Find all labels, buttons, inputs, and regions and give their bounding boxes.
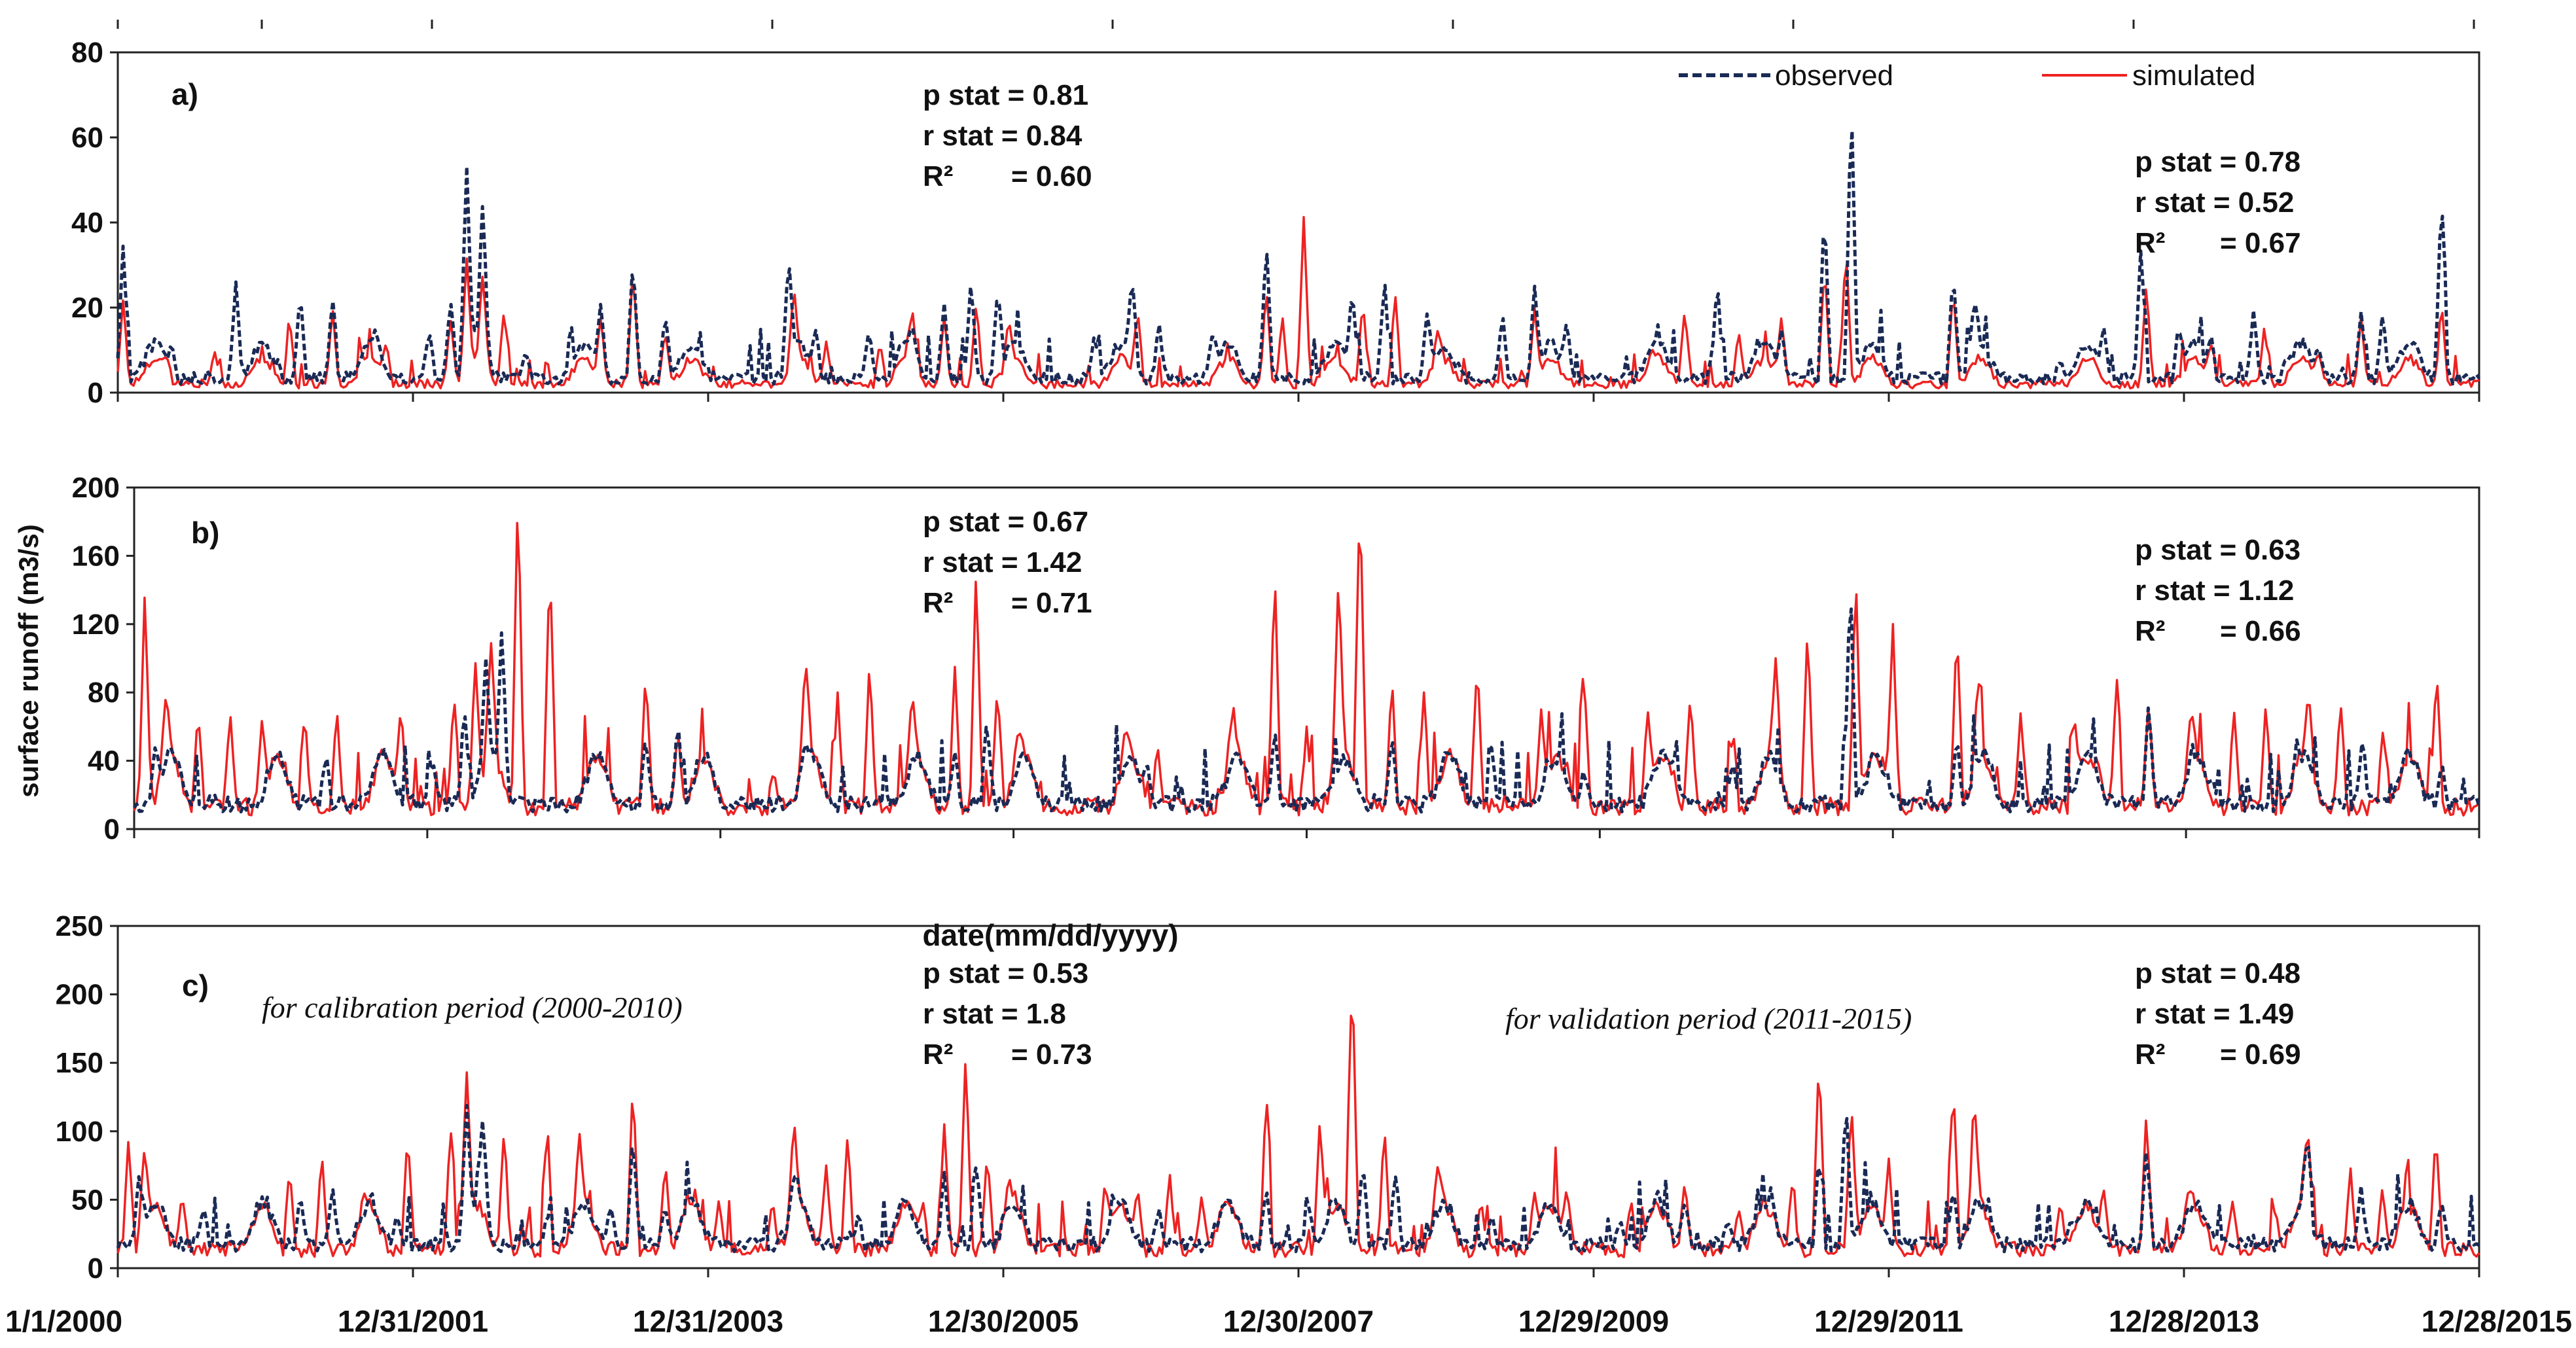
panel-b-label: b) [191,516,219,550]
x-date-label: 12/28/2015 [2422,1304,2572,1338]
x-date-label: 12/30/2007 [1223,1304,1374,1338]
y-tick-label: 150 [56,1047,103,1079]
panel-b-x-ticks [133,829,2480,838]
series-line-simulated [133,522,2480,817]
panel-b-calib-p-stat: p stat = 0.67 [923,506,1088,538]
y-tick-label: 40 [71,207,103,239]
y-tick-label: 80 [88,677,120,709]
top-tick-marks [116,20,2475,29]
y-tick-label: 120 [72,609,120,641]
legend: observed simulated [1679,60,2255,92]
panel-c-x-ticks [116,1268,2480,1277]
y-tick-label: 60 [71,122,103,154]
panel-a-calib-p-stat: p stat = 0.81 [923,79,1088,111]
panel-c: 0 50 100 150 200 250 c) date(mm/dd/yyyy) for … [56,910,2480,1285]
y-axis-title: surface runoff (m3/s) [13,524,44,798]
panel-c-label: c) [182,968,209,1002]
panel-a-calib-r2-label: R² [923,160,953,192]
panel-b-valid-r-stat: r stat = 1.12 [2135,575,2294,607]
panel-c-y-axis: 0 50 100 150 200 250 [56,910,118,1285]
y-tick-label: 50 [71,1184,103,1216]
panel-a-y-axis: 0 20 40 60 80 [71,37,118,409]
y-tick-label: 0 [88,1252,103,1285]
y-tick-label: 160 [72,540,120,572]
panel-b-y-axis: 0 40 80 120 160 200 [72,472,134,845]
panel-a-series [116,129,2481,390]
panel-b-calib-r-stat: r stat = 1.42 [923,546,1082,578]
panel-a-label: a) [171,77,198,111]
panel-b: 0 40 80 120 160 200 b) p stat = 0.67 r stat =… [72,472,2481,845]
panel-c-valid-r-stat: r stat = 1.49 [2135,998,2294,1030]
y-tick-label: 200 [72,472,120,504]
y-tick-label: 40 [88,745,120,777]
panel-c-calib-r2-value: = 0.73 [1011,1038,1092,1071]
panel-a: 0 20 40 60 80 a) p stat = 0.81 r stat = 0.84… [71,37,2481,409]
panel-c-calib-r-stat: r stat = 1.8 [923,998,1066,1030]
series-line-observed [132,607,2481,814]
y-tick-label: 0 [88,377,103,409]
panel-a-calib-r2-value: = 0.60 [1011,160,1092,192]
x-date-label: 12/31/2001 [338,1304,488,1338]
panel-c-frame [116,925,2480,1269]
y-tick-label: 80 [71,37,103,69]
x-date-label: 12/29/2009 [1518,1304,1669,1338]
panel-b-valid-p-stat: p stat = 0.63 [2135,534,2300,566]
y-tick-label: 20 [71,292,103,324]
x-date-label: 1/1/2000 [5,1304,122,1338]
x-axis-title: date(mm/dd/yyyy) [922,918,1178,952]
panel-c-calib-r2-label: R² [923,1038,953,1071]
panel-a-valid-p-stat: p stat = 0.78 [2135,146,2300,178]
panel-c-valid-r2-label: R² [2135,1038,2165,1071]
panel-b-valid-r2-label: R² [2135,615,2165,647]
legend-simulated-label: simulated [2132,60,2255,92]
panel-c-calib-p-stat: p stat = 0.53 [923,957,1088,989]
y-tick-label: 250 [56,910,103,942]
panel-a-valid-r-stat: r stat = 0.52 [2135,186,2294,219]
series-line-simulated [116,216,2480,390]
x-axis-date-labels: 1/1/2000 12/31/2001 12/31/2003 12/30/2005 12… [5,1304,2572,1338]
x-date-label: 12/30/2005 [928,1304,1079,1338]
panel-b-valid-r2-value: = 0.66 [2220,615,2301,647]
x-date-label: 12/29/2011 [1814,1304,1963,1338]
y-tick-label: 0 [104,813,120,845]
panel-a-x-ticks [116,393,2480,402]
panel-b-calib-r2-value: = 0.71 [1011,587,1092,619]
series-line-observed [116,129,2481,386]
panel-b-frame [133,486,2480,830]
panel-a-valid-r2-label: R² [2135,227,2165,259]
x-date-label: 12/28/2013 [2109,1304,2259,1338]
panel-b-calib-r2-label: R² [923,587,953,619]
y-tick-label: 200 [56,979,103,1011]
x-date-label: 12/31/2003 [633,1304,783,1338]
series-line-simulated [116,1014,2480,1258]
y-tick-label: 100 [56,1116,103,1148]
panel-b-series [132,522,2481,817]
panel-c-series [116,1014,2480,1258]
calibration-period-note: for calibration period (2000-2010) [262,991,683,1024]
legend-observed-label: observed [1775,60,1893,92]
panel-c-valid-p-stat: p stat = 0.48 [2135,957,2300,989]
panel-a-calib-r-stat: r stat = 0.84 [923,120,1082,152]
panel-a-valid-r2-value: = 0.67 [2220,227,2301,259]
series-line-observed [116,1103,2480,1254]
panel-c-valid-r2-value: = 0.69 [2220,1038,2301,1071]
validation-period-note: for validation period (2011-2015) [1505,1002,1912,1035]
